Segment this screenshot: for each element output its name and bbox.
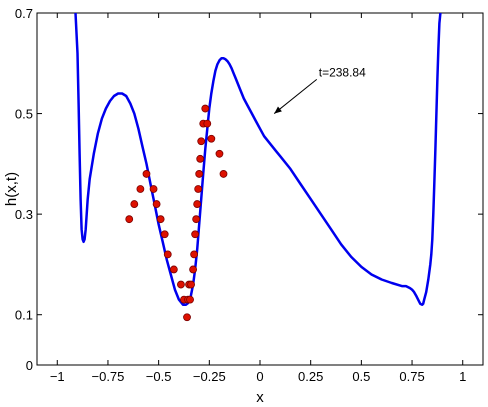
data-point bbox=[194, 185, 203, 193]
y-tick-label: 0.7 bbox=[15, 6, 33, 21]
data-point bbox=[191, 230, 200, 239]
y-tick-label: 0.3 bbox=[15, 207, 33, 222]
data-point bbox=[136, 185, 145, 193]
data-point bbox=[187, 280, 195, 289]
data-point bbox=[196, 154, 205, 163]
data-point bbox=[195, 170, 204, 178]
y-tick-label: 0.5 bbox=[15, 107, 33, 122]
x-tick-label: −0.25 bbox=[193, 369, 226, 384]
y-tick-label: 0 bbox=[26, 358, 33, 373]
x-tick-label: 0.75 bbox=[399, 369, 424, 384]
data-point bbox=[201, 104, 210, 113]
data-point bbox=[169, 265, 178, 274]
data-point bbox=[152, 200, 161, 208]
data-point bbox=[177, 280, 185, 289]
data-point bbox=[186, 295, 194, 304]
x-tick-label: 0 bbox=[256, 369, 263, 384]
data-point bbox=[149, 185, 158, 193]
x-tick-label: −0.75 bbox=[92, 369, 125, 384]
y-axis-label: h(x,t) bbox=[3, 172, 20, 206]
annotation-arrow bbox=[273, 78, 318, 114]
data-point bbox=[160, 230, 169, 239]
h-curve-line bbox=[74, 13, 442, 306]
plot-frame bbox=[36, 12, 484, 366]
data-point bbox=[197, 137, 206, 146]
x-tick-label: 0.25 bbox=[298, 369, 323, 384]
data-point bbox=[219, 170, 228, 178]
x-tick-label: 1 bbox=[459, 369, 466, 384]
data-point bbox=[130, 200, 139, 208]
x-tick-label: −1 bbox=[50, 369, 65, 384]
data-point bbox=[183, 313, 191, 322]
x-tick-label: −0.5 bbox=[146, 369, 172, 384]
data-point bbox=[163, 250, 172, 259]
annotation-arrowhead bbox=[274, 106, 282, 114]
data-point bbox=[190, 250, 199, 259]
x-axis-label: x bbox=[256, 389, 264, 406]
data-point bbox=[192, 215, 201, 224]
data-point bbox=[193, 200, 202, 208]
annotation-label: t=238.84 bbox=[319, 65, 366, 79]
x-tick-label: 0.5 bbox=[352, 369, 370, 384]
data-point bbox=[203, 119, 212, 128]
data-point bbox=[142, 170, 151, 178]
data-point bbox=[207, 134, 216, 143]
data-point bbox=[215, 149, 224, 158]
data-point bbox=[125, 215, 134, 224]
data-point bbox=[189, 265, 198, 274]
y-tick-label: 0.1 bbox=[15, 308, 33, 323]
data-point bbox=[156, 215, 165, 224]
